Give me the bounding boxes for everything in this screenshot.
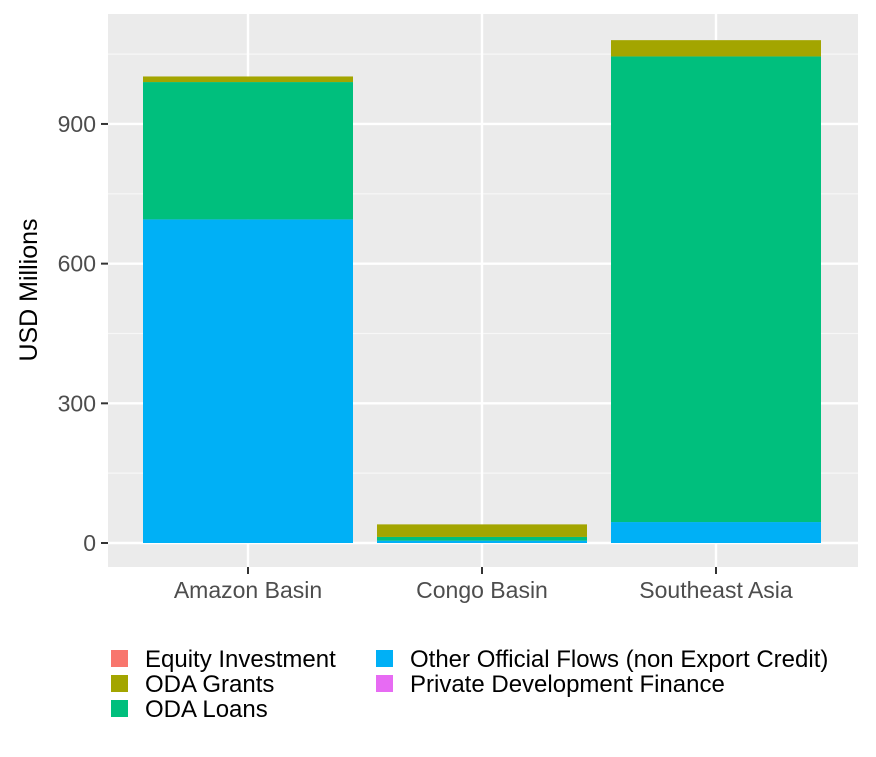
- bar-segment: [611, 56, 821, 523]
- legend-key: [376, 675, 393, 692]
- y-axis-title: USD Millions: [15, 218, 43, 361]
- legend-label: ODA Grants: [145, 671, 274, 698]
- y-tick-label: 900: [58, 111, 96, 137]
- legend-key: [111, 650, 128, 667]
- legend-key: [376, 650, 393, 667]
- legend-key: [111, 675, 128, 692]
- x-tick-label: Amazon Basin: [174, 577, 322, 603]
- bar-segment: [611, 40, 821, 57]
- y-tick-label: 0: [83, 530, 96, 556]
- legend-label: ODA Loans: [145, 696, 268, 723]
- bar-segment: [377, 536, 587, 541]
- bar-segment: [143, 76, 353, 83]
- axes: 0 300 600 900 Amazon Basin Congo Basin Southea…: [58, 111, 793, 603]
- legend-label: Private Development Finance: [410, 671, 725, 698]
- legend-label: Other Official Flows (non Export Credit): [410, 646, 828, 673]
- bars: [143, 40, 821, 543]
- legend-label: Equity Investment: [145, 646, 336, 673]
- bar-segment: [611, 522, 821, 543]
- bar-segment: [377, 540, 587, 543]
- x-tick-label: Congo Basin: [416, 577, 548, 603]
- bar-segment: [377, 524, 587, 537]
- bar-segment: [143, 82, 353, 220]
- y-tick-label: 300: [58, 390, 96, 416]
- y-tick-label: 600: [58, 251, 96, 277]
- bar-segment: [143, 219, 353, 543]
- x-tick-label: Southeast Asia: [639, 577, 793, 603]
- legend-key: [111, 700, 128, 717]
